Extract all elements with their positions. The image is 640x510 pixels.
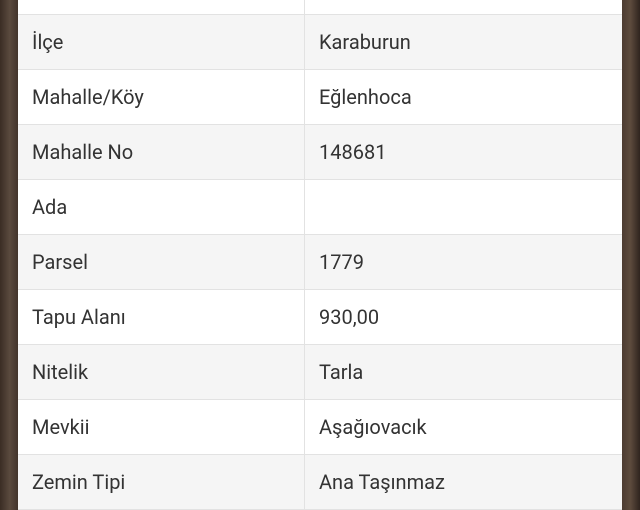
- row-label: Ada: [18, 180, 305, 234]
- table-row: Mevkii Aşağıovacık: [18, 400, 622, 455]
- row-value: Aşağıovacık: [319, 415, 427, 439]
- row-value: 1779: [319, 250, 364, 274]
- row-label: [18, 0, 305, 14]
- table-row: İlçe Karaburun: [18, 15, 622, 70]
- row-label: Tapu Alanı: [18, 290, 305, 344]
- row-value: [305, 180, 622, 234]
- row-label: İlçe: [18, 15, 305, 69]
- row-value: 148681: [319, 140, 387, 164]
- table-row: Ada: [18, 180, 622, 235]
- table-row: Mahalle/Köy Eğlenhoca: [18, 70, 622, 125]
- row-value: Tarla: [319, 360, 364, 384]
- table-row: Tapu Alanı 930,00: [18, 290, 622, 345]
- parcel-info-table: İlçe Karaburun Mahalle/Köy Eğlenhoca Mahalle…: [18, 0, 622, 510]
- table-row: Nitelik Tarla: [18, 345, 622, 400]
- row-label: Zemin Tipi: [18, 455, 305, 509]
- row-value: 930,00: [319, 305, 380, 329]
- table-row: Zemin Tipi Ana Taşınmaz: [18, 455, 622, 510]
- row-label: Mahalle/Köy: [18, 70, 305, 124]
- table-row: Parsel 1779: [18, 235, 622, 290]
- row-label: Nitelik: [18, 345, 305, 399]
- row-value: Karaburun: [319, 30, 411, 54]
- table-row: Mahalle No 148681: [18, 125, 622, 180]
- row-label: Mevkii: [18, 400, 305, 454]
- row-label: Mahalle No: [18, 125, 305, 179]
- row-value: Eğlenhoca: [319, 85, 412, 109]
- table-row: [18, 0, 622, 15]
- row-value: [305, 0, 622, 14]
- row-label: Parsel: [18, 235, 305, 289]
- row-value: Ana Taşınmaz: [319, 470, 445, 494]
